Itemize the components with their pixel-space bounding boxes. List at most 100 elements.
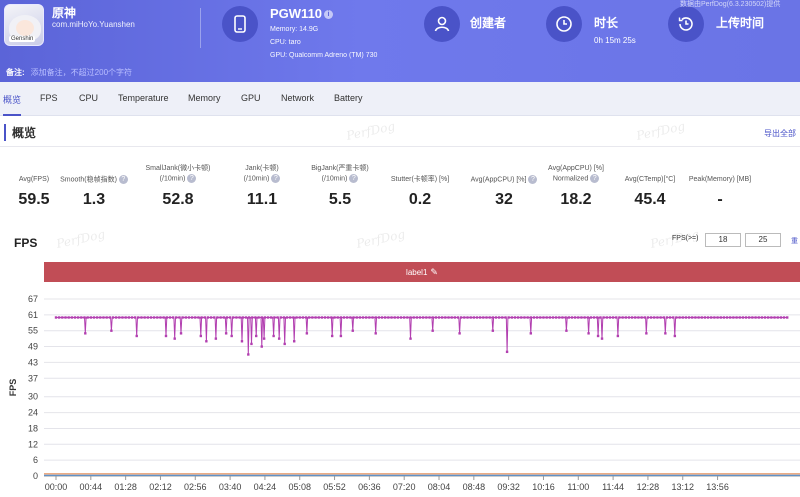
tab-memory[interactable]: Memory (188, 93, 221, 103)
fps-point (76, 316, 80, 319)
fps-threshold-input-1[interactable]: 18 (705, 233, 741, 247)
metric-value: 5.5 (328, 191, 352, 209)
x-tick-label: 13:56 (706, 482, 729, 492)
note-input[interactable]: 添加备注，不超过200个字符 (30, 68, 133, 77)
fps-point (384, 316, 387, 319)
tab-battery[interactable]: Battery (334, 93, 363, 103)
fps-point (616, 334, 620, 338)
label-bar[interactable]: label1 ✎ (44, 262, 800, 282)
app-icon-tag: Genshin (9, 36, 36, 42)
fps-point (64, 316, 67, 319)
fps-point (70, 316, 74, 319)
info-icon[interactable]: i (324, 10, 334, 20)
fps-point (645, 332, 648, 335)
fps-point (168, 316, 172, 319)
fps-point (365, 316, 368, 319)
fps-point (501, 316, 504, 319)
fps-point (190, 316, 194, 319)
fps-point (118, 316, 121, 319)
metric-value: - (717, 191, 723, 208)
fps-point (482, 316, 485, 319)
fps-point (124, 316, 127, 319)
export-all-link[interactable]: 导出全部 (764, 129, 796, 138)
fps-point (255, 334, 258, 338)
fps-point (767, 316, 770, 319)
fps-point (393, 316, 396, 319)
help-icon[interactable]: ? (271, 174, 281, 183)
fps-point (757, 316, 760, 319)
fps-point (592, 316, 596, 319)
fps-point (637, 316, 640, 319)
fps-point (561, 316, 564, 319)
fps-point (643, 316, 646, 319)
fps-point (219, 316, 222, 319)
fps-point (725, 316, 729, 319)
fps-point (713, 316, 716, 319)
fps-point (181, 316, 184, 319)
fps-point (458, 332, 461, 335)
x-tick-label: 05:52 (323, 482, 346, 492)
help-icon[interactable]: ? (187, 174, 197, 183)
metric-label: Peak(Memory) [MB] (688, 176, 752, 183)
fps-threshold-label: FPS(>=) (672, 235, 699, 242)
tab-network[interactable]: Network (281, 93, 315, 103)
fps-point (387, 316, 390, 319)
metric-label: Avg(FPS) (18, 176, 50, 183)
fps-point (716, 316, 719, 319)
fps-threshold-input-2[interactable]: 25 (745, 233, 781, 247)
label-bar-text: label1 (406, 268, 428, 277)
y-tick-label: 30 (28, 392, 38, 402)
fps-point (763, 316, 767, 319)
fps-point (565, 329, 568, 332)
fps-point (418, 316, 422, 319)
help-icon[interactable]: ? (528, 175, 538, 184)
fps-point (456, 316, 460, 319)
reset-button[interactable]: 重 (791, 238, 798, 245)
help-icon[interactable]: ? (118, 175, 128, 184)
fps-point (529, 316, 533, 319)
fps-point (748, 316, 751, 319)
fps-point (760, 316, 764, 319)
fps-point (273, 316, 276, 319)
fps-point (684, 316, 688, 319)
fps-point (314, 316, 317, 319)
fps-point (289, 316, 292, 319)
fps-point (675, 316, 678, 319)
clock-icon (546, 6, 582, 42)
edit-pen-icon[interactable]: ✎ (430, 267, 438, 277)
fps-point (203, 316, 206, 319)
fps-point (662, 316, 665, 319)
help-icon[interactable]: ? (590, 174, 600, 183)
fps-point (434, 316, 438, 319)
fps-point (206, 316, 210, 319)
fps-point (317, 316, 320, 319)
fps-point (351, 329, 354, 332)
watermark: PerfDog (55, 227, 107, 251)
fps-point (463, 316, 466, 319)
fps-point (285, 316, 289, 319)
fps-point (127, 316, 131, 319)
x-tick-label: 05:08 (288, 482, 311, 492)
metric-value: 59.5 (18, 191, 50, 208)
fps-point (564, 316, 567, 319)
fps-point (57, 316, 61, 319)
fps-point (178, 316, 181, 319)
tab-overview[interactable]: 概览 (3, 95, 22, 116)
help-icon[interactable]: ? (349, 174, 359, 183)
device-gpu: GPU: Qualcomm Adreno (TM) 730 (270, 52, 378, 59)
fps-point (539, 316, 542, 319)
fps-point (673, 334, 677, 338)
fps-point (250, 342, 253, 346)
tab-gpu[interactable]: GPU (241, 93, 261, 103)
x-tick-label: 08:48 (463, 482, 486, 492)
fps-point (428, 316, 431, 319)
tab-cpu[interactable]: CPU (79, 93, 99, 103)
tab-fps[interactable]: FPS (40, 93, 58, 103)
y-tick-label: 12 (28, 439, 38, 449)
x-tick-label: 09:32 (497, 482, 520, 492)
metric-value: 0.2 (408, 191, 432, 208)
x-tick-label: 00:00 (45, 482, 68, 492)
fps-point (301, 316, 305, 319)
tab-temperature[interactable]: Temperature (118, 93, 169, 103)
fps-point (377, 316, 381, 319)
